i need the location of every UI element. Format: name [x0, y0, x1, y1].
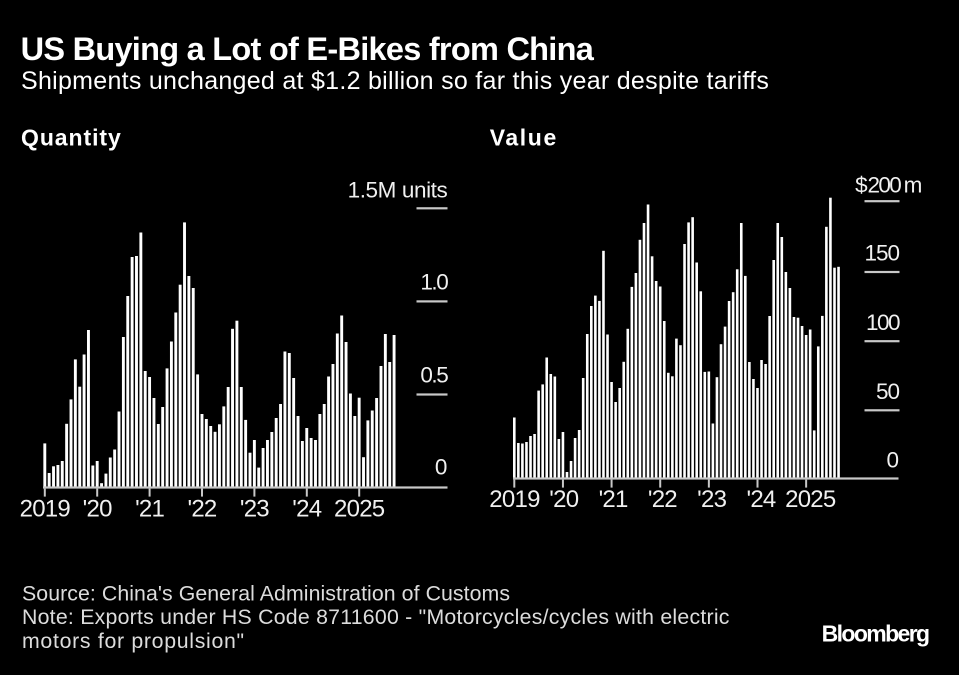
svg-text:2025: 2025	[785, 486, 836, 513]
svg-text:'22: '22	[648, 486, 677, 513]
svg-text:150: 150	[864, 240, 899, 265]
svg-text:Note: Exports under HS Code 87: Note: Exports under HS Code 8711600 - "M…	[22, 605, 730, 629]
svg-text:'21: '21	[135, 496, 164, 523]
svg-text:Value: Value	[490, 125, 558, 151]
svg-text:'23: '23	[240, 496, 269, 523]
svg-text:1.0: 1.0	[420, 270, 448, 295]
svg-text:0.5: 0.5	[420, 363, 448, 388]
svg-text:Quantity: Quantity	[21, 125, 122, 151]
svg-text:'24: '24	[746, 486, 775, 513]
svg-text:50: 50	[876, 379, 900, 404]
svg-text:US Buying a Lot of E-Bikes fro: US Buying a Lot of E-Bikes from China	[21, 31, 595, 67]
svg-text:'23: '23	[697, 486, 726, 513]
svg-text:2025: 2025	[334, 496, 385, 523]
svg-text:'24: '24	[292, 496, 321, 523]
svg-text:Bloomberg: Bloomberg	[822, 621, 929, 647]
svg-text:'20: '20	[83, 496, 112, 523]
svg-text:100: 100	[866, 310, 900, 335]
svg-text:'22: '22	[187, 496, 216, 523]
svg-text:Shipments unchanged at $1.2 bi: Shipments unchanged at $1.2 billion so f…	[21, 67, 769, 95]
svg-text:motors for propulsion": motors for propulsion"	[22, 629, 245, 653]
svg-text:'20: '20	[549, 486, 578, 513]
svg-text:Source: China's General Admini: Source: China's General Administration o…	[22, 582, 510, 606]
svg-text:1.5M units: 1.5M units	[348, 178, 448, 203]
svg-text:2019: 2019	[489, 486, 540, 513]
svg-text:'21: '21	[599, 486, 628, 513]
svg-text:0: 0	[886, 447, 899, 472]
svg-text:0: 0	[435, 454, 448, 479]
svg-text:2019: 2019	[20, 496, 71, 523]
